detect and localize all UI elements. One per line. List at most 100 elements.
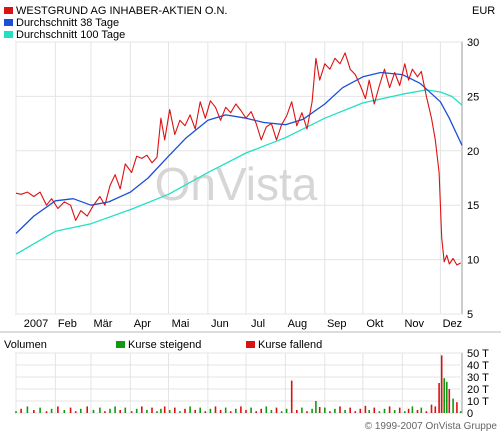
legend: WESTGRUND AG INHABER-AKTIEN O.N. Durchsc… <box>4 5 227 41</box>
volume-bar <box>324 407 326 413</box>
volume-bar <box>315 401 317 413</box>
volume-bar <box>163 406 166 413</box>
volume-bar <box>378 411 381 413</box>
volume-bar <box>99 407 101 413</box>
volume-bar <box>260 408 262 413</box>
volume-bar <box>285 408 288 413</box>
volume-bar <box>306 411 308 413</box>
volume-bar <box>189 406 191 413</box>
volume-bar <box>209 408 212 413</box>
volume-bar <box>373 407 376 413</box>
price-grid <box>15 41 462 315</box>
volume-title: Volumen <box>4 339 47 351</box>
price-lines <box>15 52 463 266</box>
volume-bar <box>80 408 82 413</box>
volume-bar <box>45 411 48 413</box>
price-y-tick-label: 20 <box>467 146 479 158</box>
volume-bar <box>452 398 454 413</box>
volume-bar <box>224 407 227 413</box>
volume-bar <box>311 408 313 413</box>
volume-bar <box>235 408 237 413</box>
volume-bar <box>20 408 22 413</box>
volume-bar <box>168 410 171 413</box>
legend-swatch-falling <box>246 341 255 348</box>
volume-bar <box>296 410 298 413</box>
volume-bar <box>184 408 186 413</box>
volume-y-tick-label: 40 T <box>467 360 489 372</box>
volume-bar <box>329 411 331 413</box>
watermark-logo: OnVista <box>155 158 318 210</box>
price-x-tick-label: Aug <box>288 318 308 330</box>
legend-swatch-avg38 <box>4 19 13 26</box>
volume-bar <box>280 411 283 413</box>
volume-y-tick-label: 30 T <box>467 372 489 384</box>
volume-bar <box>443 378 445 413</box>
volume-bar <box>448 389 451 413</box>
volume-bar <box>130 411 133 413</box>
volume-bar <box>39 407 41 413</box>
volume-bar <box>141 406 143 413</box>
price-y-tick-labels: 5 10 15 20 25 30 <box>467 37 479 321</box>
volume-bar <box>270 410 273 413</box>
volume-bar <box>440 355 443 413</box>
volume-bar <box>265 406 268 413</box>
volume-y-tick-label: 20 T <box>467 384 489 396</box>
volume-bar <box>151 407 153 413</box>
price-x-tick-labels: 2007 Feb Mär Apr Mai Jun Jul Aug Sep Okt Nov Dez <box>24 318 462 330</box>
volume-bar <box>109 408 111 413</box>
price-y-tick-label: 10 <box>467 255 479 267</box>
volume-bar <box>459 411 462 413</box>
volume-bar <box>364 405 367 413</box>
volume-bar <box>430 404 433 413</box>
legend-swatch-rising <box>116 341 125 348</box>
price-y-tick-label: 30 <box>467 37 479 49</box>
volume-y-tick-labels: 010 T20 T30 T40 T50 T <box>467 348 489 420</box>
volume-bar <box>339 406 341 413</box>
price-x-tick-label: Jun <box>211 318 229 330</box>
price-y-tick-label: 5 <box>467 309 473 321</box>
volume-bar <box>383 408 386 413</box>
volume-y-tick-label: 10 T <box>467 396 489 408</box>
price-x-tick-label: Sep <box>327 318 347 330</box>
price-y-tick-label: 25 <box>467 91 479 103</box>
volume-bar <box>74 411 77 413</box>
legend-label-rising: Kurse steigend <box>128 339 201 351</box>
volume-bar <box>214 406 217 413</box>
price-x-tick-label: 2007 <box>24 318 48 330</box>
volume-bar <box>156 411 158 413</box>
volume-bar <box>146 410 148 413</box>
volume-bar <box>119 410 121 413</box>
volume-grid <box>15 352 462 414</box>
volume-bar <box>349 407 351 413</box>
volume-bar <box>69 407 72 413</box>
price-x-tick-label: Nov <box>404 318 424 330</box>
volume-bar <box>301 407 303 413</box>
volume-bar <box>416 410 419 413</box>
volume-bar <box>92 410 95 413</box>
volume-y-tick-label: 50 T <box>467 348 489 360</box>
volume-bar <box>174 407 176 413</box>
price-x-tick-label: Dez <box>443 318 463 330</box>
price-x-tick-label: Mär <box>93 318 112 330</box>
volume-bar <box>318 407 321 413</box>
volume-bar <box>204 411 207 413</box>
volume-bar <box>398 407 401 413</box>
volume-bar <box>407 408 410 413</box>
volume-bar <box>344 410 346 413</box>
volume-bar <box>124 407 127 413</box>
volume-plot-area <box>15 352 463 414</box>
volume-bar <box>240 406 242 413</box>
volume-bar <box>446 381 448 413</box>
volume-bar <box>420 407 423 413</box>
legend-swatch-avg100 <box>4 31 13 38</box>
legend-swatch-price <box>4 7 13 14</box>
volume-bar <box>275 407 278 413</box>
price-x-tick-label: Jul <box>251 318 265 330</box>
volume-bar <box>388 406 391 413</box>
volume-bar <box>104 411 106 413</box>
copyright-footer: © 1999-2007 OnVista Gruppe <box>365 421 498 432</box>
volume-bar <box>86 406 88 413</box>
volume-bar <box>393 410 396 413</box>
